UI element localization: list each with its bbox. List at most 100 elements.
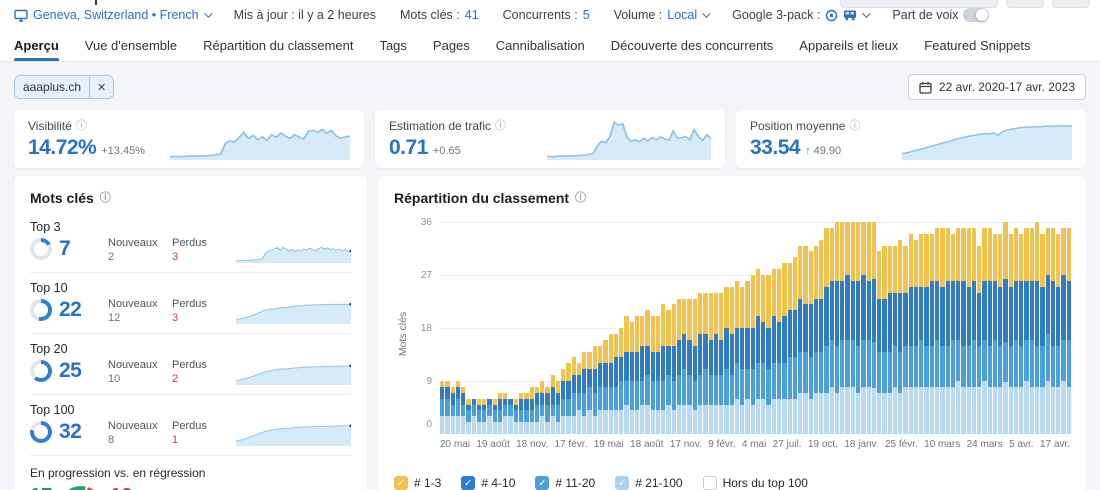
keyword-row-value: 7 — [59, 237, 71, 260]
new-label: Nouveaux — [108, 237, 158, 249]
share-of-voice-group: Part de voix — [892, 8, 990, 22]
card-value: 33.54 — [750, 136, 801, 159]
keyword-row-top-10: Top 10 22 Nouveaux 12 Perdus 3 — [30, 273, 351, 334]
y-tick: 0 — [426, 419, 432, 430]
legend-item-1-3[interactable]: ✓ # 1-3 — [394, 476, 441, 490]
checkbox-checked-icon[interactable]: ✓ — [615, 476, 630, 490]
tab-cannibalisation[interactable]: Cannibalisation — [495, 38, 585, 53]
donut-chart — [30, 299, 52, 321]
tab-tags[interactable]: Tags — [379, 38, 407, 53]
progress-label: En progression vs. en régression — [30, 466, 206, 480]
legend-label: # 11-20 — [555, 476, 596, 490]
x-tick: 18 nov. — [516, 439, 549, 450]
close-icon[interactable]: ✕ — [89, 76, 113, 98]
legend-item-hors-du-top-100[interactable]: Hors du top 100 — [702, 476, 808, 490]
chevron-down-icon — [702, 9, 711, 18]
checkbox-checked-icon[interactable]: ✓ — [394, 476, 408, 490]
lost-label: Perdus — [172, 237, 207, 249]
x-tick: 17 févr. — [554, 439, 588, 450]
info-icon[interactable]: ⓘ — [849, 119, 861, 132]
tabbar: Aperçu Vue d'ensemble Répartition du class… — [0, 30, 1100, 62]
x-tick: 18 janv. — [844, 439, 879, 450]
panel-title: Mots clés — [30, 190, 94, 206]
google-3pack-label: Google 3-pack : — [732, 8, 821, 22]
info-icon[interactable]: ⓘ — [99, 191, 111, 204]
donut-chart — [30, 360, 52, 382]
checkbox-unchecked-icon[interactable] — [702, 476, 717, 490]
avg-position-card: Position moyenne ⓘ 33.54 ↑ 49.90 — [736, 110, 1086, 168]
info-icon[interactable]: ⓘ — [575, 191, 587, 204]
new-label: Nouveaux — [108, 298, 158, 310]
rankings-distribution-panel: Répartition du classement ⓘ Mots clés 36 2… — [378, 176, 1086, 490]
metric-sparkline — [902, 125, 1072, 160]
chevron-down-icon — [862, 9, 872, 18]
checkbox-checked-icon[interactable]: ✓ — [535, 476, 550, 490]
keyword-row-label: Top 100 — [30, 403, 75, 417]
panels: Mots clés ⓘ Top 3 7 Nouveaux 2 Perdus 3 Top… — [14, 176, 1086, 490]
volume-selector[interactable]: Volume : Local — [614, 8, 711, 22]
progress-gauge — [59, 486, 104, 490]
legend-item-11-20[interactable]: ✓ # 11-20 — [535, 476, 595, 490]
filter-row: aaaplus.ch ✕ 22 avr. 2020-17 avr. 2023 — [14, 72, 1086, 102]
keyword-row-value: 25 — [59, 359, 82, 382]
competitors-value[interactable]: 5 — [582, 8, 590, 22]
x-tick: 9 févr. — [708, 439, 736, 450]
declined-count: 12 — [110, 485, 132, 490]
x-tick: 4 mai — [741, 439, 767, 450]
metric-sparkline — [170, 128, 350, 160]
tab-repartition-du-classement[interactable]: Répartition du classement — [203, 38, 354, 53]
tab-featured-snippets[interactable]: Featured Snippets — [924, 38, 1031, 53]
legend-item-4-10[interactable]: ✓ # 4-10 — [461, 476, 515, 490]
cutoff-button[interactable] — [1006, 0, 1044, 8]
legend-item-21-100[interactable]: ✓ # 21-100 — [615, 476, 683, 490]
keywords-value[interactable]: 41 — [464, 8, 479, 22]
donut-chart — [30, 238, 52, 260]
y-tick: 27 — [420, 270, 432, 281]
date-range-button[interactable]: 22 avr. 2020-17 avr. 2023 — [907, 74, 1086, 100]
x-axis-labels: 20 mai 19 août 18 nov. 17 févr. 19 mai 18 aoû… — [440, 434, 1070, 450]
card-delta: +0.65 — [432, 145, 461, 157]
cutoff-button[interactable] — [840, 0, 998, 8]
new-value: 12 — [108, 312, 121, 324]
tab-apercu[interactable]: Aperçu — [14, 30, 59, 61]
y-axis-label: Mots clés — [397, 311, 409, 357]
lost-label: Perdus — [172, 298, 207, 310]
share-of-voice-toggle[interactable] — [963, 8, 990, 22]
checkbox-checked-icon[interactable]: ✓ — [461, 476, 476, 490]
tab-pages[interactable]: Pages — [432, 38, 470, 53]
competitors-count: Concurrents : 5 — [503, 8, 590, 22]
y-axis-ticks: 36 27 18 9 0 — [410, 217, 440, 434]
row-sparkline — [236, 424, 351, 446]
tab-decouverte-des-concurrents[interactable]: Découverte des concurrents — [610, 38, 774, 53]
x-tick: 24 mars — [966, 439, 1003, 450]
topbar: Geneva, Switzerland • French Mis à jour … — [0, 0, 1100, 30]
x-tick: 27 juil. — [772, 439, 802, 450]
info-icon[interactable]: ⓘ — [75, 119, 87, 132]
card-delta: +13.45% — [101, 145, 145, 157]
row-sparkline — [236, 246, 351, 263]
new-label: Nouveaux — [108, 420, 158, 432]
location-selector[interactable]: Geneva, Switzerland • French — [14, 8, 213, 22]
tab-vue-d-ensemble[interactable]: Vue d'ensemble — [84, 38, 178, 53]
metric-sparkline — [547, 120, 711, 160]
keyword-row-label: Top 20 — [30, 342, 68, 356]
card-title: Position moyenne — [750, 119, 846, 133]
target-pin-icon — [826, 9, 838, 21]
lost-value: 3 — [172, 312, 179, 324]
cutoff-title-fragment — [95, 0, 97, 5]
info-icon[interactable]: ⓘ — [495, 119, 507, 132]
google-3pack-selector[interactable]: Google 3-pack : — [732, 8, 872, 22]
domain-filter-chip[interactable]: aaaplus.ch ✕ — [14, 75, 115, 99]
lost-value: 1 — [172, 434, 179, 446]
chart-plot-area — [440, 221, 1071, 434]
stacked-bar-chart: Mots clés 36 27 18 9 0 — [394, 217, 1071, 434]
keyword-rows: Top 3 7 Nouveaux 2 Perdus 3 Top 10 22 Nouv… — [30, 212, 351, 456]
keyword-row-label: Top 10 — [30, 281, 68, 295]
improved-count: 17 — [30, 485, 52, 490]
tab-appareils-et-lieux[interactable]: Appareils et lieux — [799, 38, 899, 53]
updated-label: Mis à jour : il y a 2 heures — [233, 8, 376, 22]
cutoff-button[interactable] — [1052, 0, 1090, 8]
chart-bars — [440, 221, 1071, 434]
domain-chip-label: aaaplus.ch — [23, 80, 82, 94]
new-value: 8 — [108, 434, 115, 446]
